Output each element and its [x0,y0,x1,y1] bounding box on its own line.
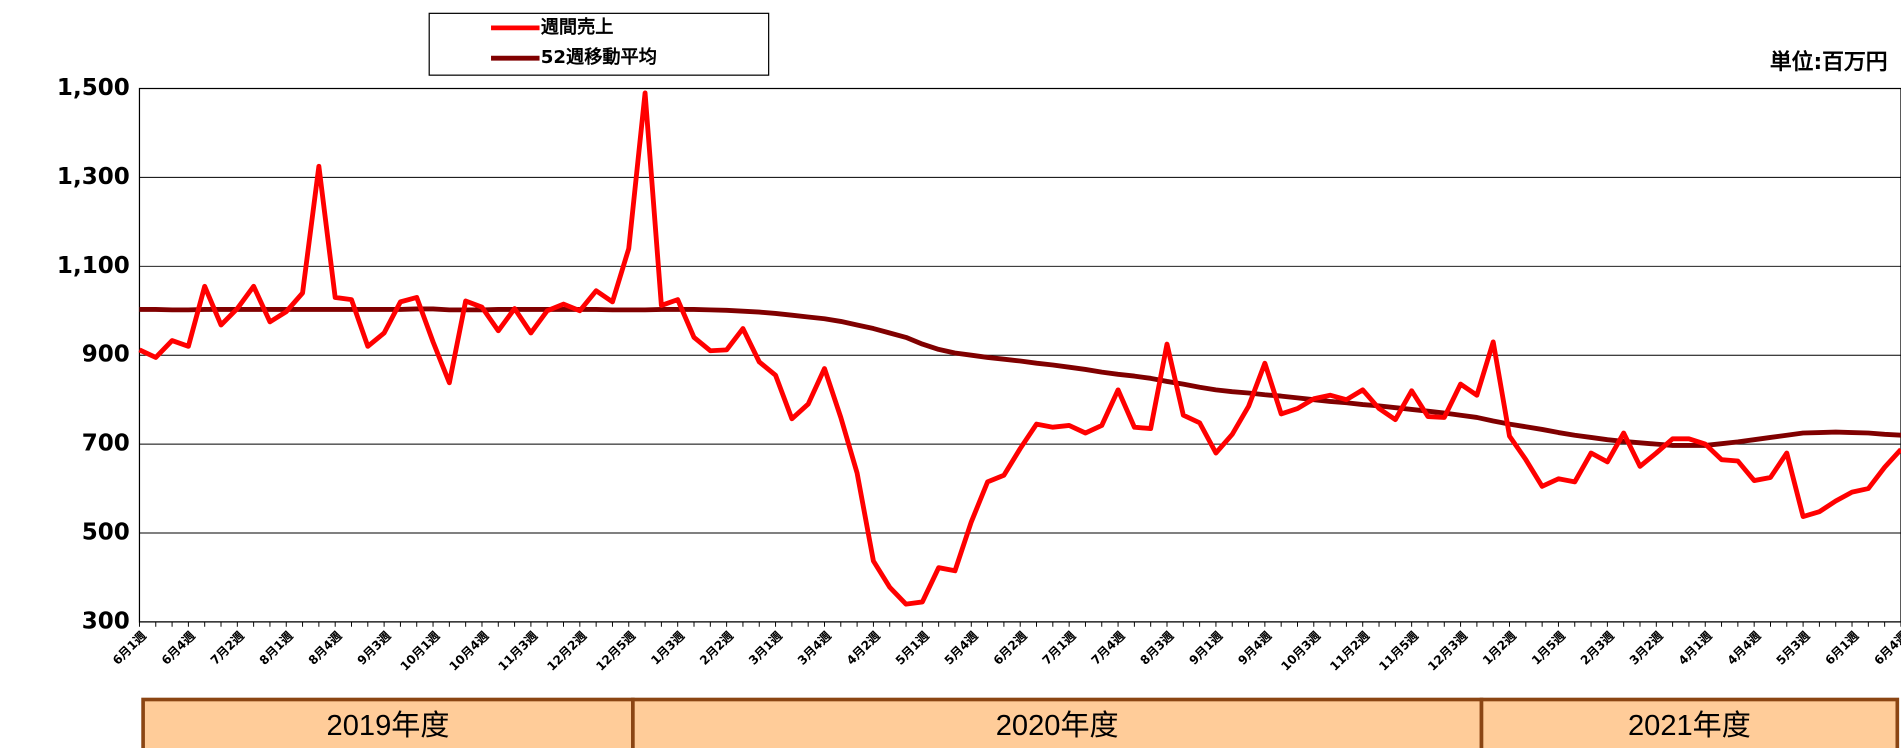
unit-label: 単位:百万円 [1770,49,1888,75]
x-tick-label: 8月3週 [1137,627,1177,667]
x-tick-label: 8月1週 [256,627,296,667]
x-tick-label: 3月2週 [1626,627,1666,667]
x-tick-label: 6月4週 [158,627,198,667]
fiscal-year-band [631,697,1484,748]
x-tick-label: 10月4週 [446,627,492,673]
x-tick-label: 7月4週 [1088,627,1128,667]
x-tick-label: 1月2週 [1479,627,1519,667]
legend-label: 週間売上 [541,16,614,38]
x-tick-label: 11月5週 [1375,627,1421,673]
fiscal-year-band [141,697,635,748]
fiscal-year-label: 2021年度 [1628,709,1751,742]
x-tick-label: 2月3週 [1577,627,1617,667]
x-tick-label: 9月1週 [1186,627,1226,667]
x-tick-label: 8月4週 [305,627,345,667]
x-tick-label: 3月4週 [794,627,834,667]
x-tick-label: 3月1週 [745,627,785,667]
x-tick-label: 4月1週 [1675,627,1715,667]
fiscal-year-label: 2019年度 [327,709,450,742]
x-tick-label: 10月1週 [397,627,443,673]
x-tick-label: 5月4週 [941,627,981,667]
x-tick-label: 12月5週 [593,627,639,673]
x-tick-label: 12月2週 [544,627,590,673]
y-tick-label: 500 [82,520,130,546]
y-tick-label: 1,500 [57,75,130,101]
x-tick-label: 2月2週 [696,627,736,667]
series-line [138,90,1901,607]
fiscal-year-label: 2020年度 [996,709,1119,742]
x-tick-label: 1月5週 [1528,627,1568,667]
y-tick-label: 1,100 [57,253,130,279]
x-tick-label: 9月4週 [1235,627,1275,667]
x-tick-label: 6月1週 [1822,627,1862,667]
y-tick-label: 1,300 [57,164,130,190]
x-tick-label: 12月3週 [1424,627,1470,673]
x-tick-label: 9月3週 [354,627,394,667]
x-tick-label: 4月2週 [843,627,883,667]
x-tick-label: 4月4週 [1724,627,1764,667]
x-tick-label: 5月1週 [892,627,932,667]
x-tick-label: 6月2週 [990,627,1030,667]
x-tick-label: 5月3週 [1773,627,1813,667]
y-tick-label: 300 [82,608,130,634]
x-tick-label: 1月3週 [647,627,687,667]
legend-box [428,12,770,76]
fiscal-year-band [1479,697,1900,748]
x-tick-label: 11月3週 [495,627,541,673]
x-tick-label: 7月2週 [207,627,247,667]
x-tick-label: 7月1週 [1039,627,1079,667]
x-tick-label: 6月4週 [1871,627,1901,667]
y-tick-label: 700 [82,431,130,457]
legend-label: 52週移動平均 [541,46,657,68]
x-tick-label: 10月3週 [1278,627,1324,673]
series-line [139,306,1901,448]
y-tick-label: 900 [82,342,130,368]
x-tick-label: 11月2週 [1327,627,1373,673]
